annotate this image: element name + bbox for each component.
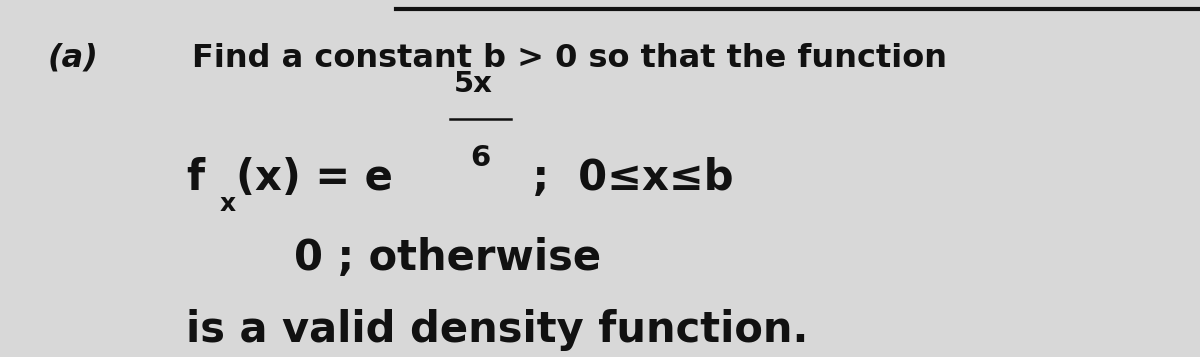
- Text: (a): (a): [48, 42, 98, 74]
- Text: f: f: [186, 157, 204, 198]
- Text: Find a constant b > 0 so that the function: Find a constant b > 0 so that the functi…: [192, 42, 947, 74]
- Text: 6: 6: [470, 144, 491, 172]
- Text: 5x: 5x: [454, 70, 492, 98]
- Text: (x) = e: (x) = e: [236, 157, 394, 198]
- Text: x: x: [220, 192, 235, 216]
- Text: 0 ; otherwise: 0 ; otherwise: [294, 237, 601, 278]
- Text: ;  0≤x≤b: ; 0≤x≤b: [518, 157, 734, 198]
- Text: is a valid density function.: is a valid density function.: [186, 310, 809, 351]
